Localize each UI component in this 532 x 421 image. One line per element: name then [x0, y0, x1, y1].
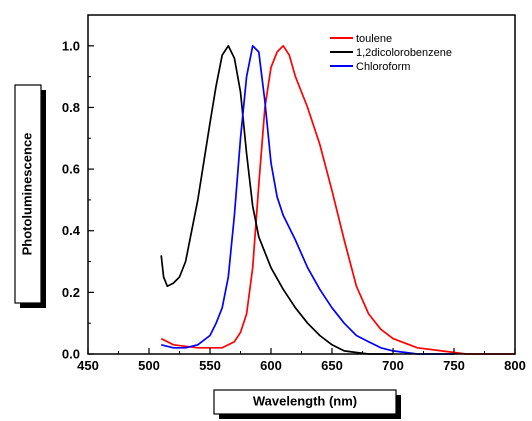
y-tick-label: 0.6	[62, 162, 80, 177]
y-tick-label: 0.0	[62, 347, 80, 362]
y-tick-label: 0.8	[62, 100, 80, 115]
legend-label: 1,2dicolorobenzene	[356, 47, 452, 59]
y-tick-label: 0.2	[62, 285, 80, 300]
xlabel-box	[213, 389, 397, 415]
x-tick-label: 550	[199, 358, 221, 373]
plot-area	[88, 15, 515, 354]
legend: toulene 1,2dicolorobenzene Chloroform	[330, 33, 452, 73]
series-line-2	[160, 44, 454, 355]
legend-label: Chloroform	[356, 61, 410, 73]
y-tick-label: 1.0	[62, 38, 80, 53]
y-axis-title: Photoluminescence	[19, 133, 34, 256]
x-axis: 450 500 550 600 650 700 750 800	[77, 348, 526, 373]
x-tick-label: 700	[382, 358, 404, 373]
x-tick-label: 450	[77, 358, 99, 373]
legend-label: toulene	[356, 33, 392, 45]
x-axis-title: Wavelength (nm)	[253, 393, 357, 408]
x-tick-label: 600	[260, 358, 282, 373]
series-line-1	[160, 44, 393, 355]
y-tick-label: 0.4	[62, 223, 81, 238]
x-tick-label: 500	[138, 358, 160, 373]
x-tick-label: 650	[321, 358, 343, 373]
series-line-0	[160, 44, 515, 355]
series-layer	[160, 44, 515, 355]
x-tick-label: 750	[443, 358, 465, 373]
y-axis: 0.0 0.2 0.4 0.6 0.8 1.0	[62, 14, 94, 362]
ylabel-box	[14, 84, 42, 304]
x-tick-label: 800	[504, 358, 526, 373]
